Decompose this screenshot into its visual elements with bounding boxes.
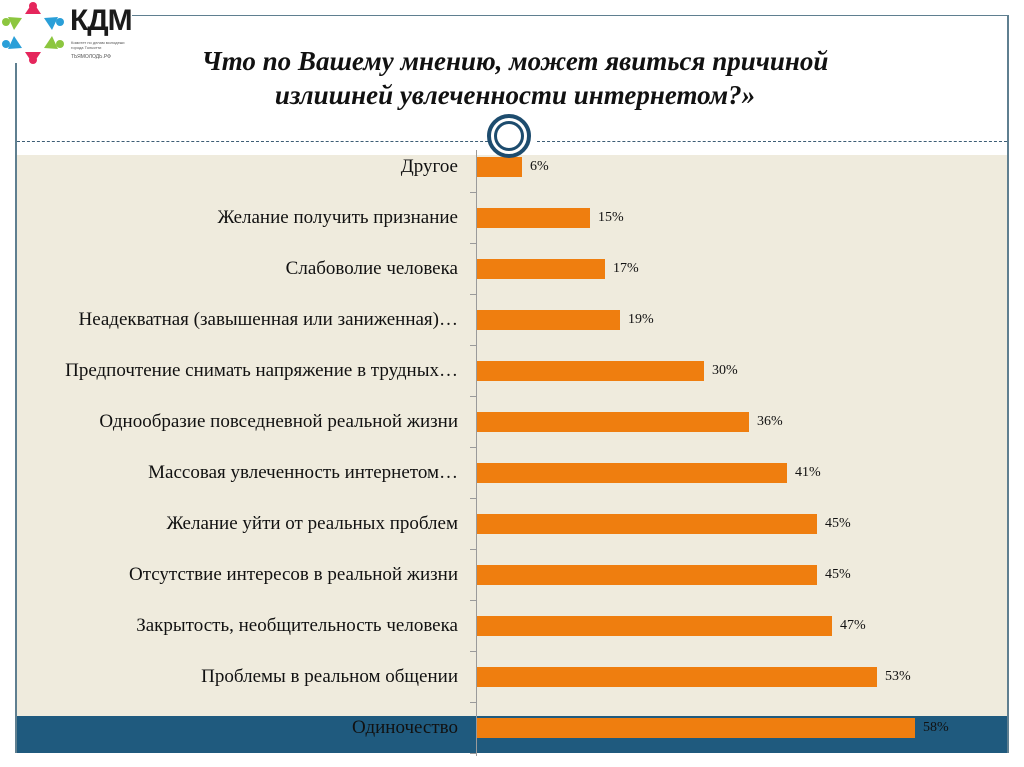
title-line-1: Что по Вашему мнению, может явиться прич… — [201, 46, 829, 76]
frame-top-line — [132, 15, 1009, 16]
y-axis-line — [476, 150, 477, 756]
category-label: Неадекватная (завышенная или заниженная)… — [78, 309, 458, 330]
frame-right-line — [1007, 15, 1009, 753]
category-label: Желание уйти от реальных проблем — [166, 513, 458, 534]
bar-row: Слабоволие человека 17% — [0, 243, 1024, 294]
title-line-2: излишней увлеченности интернетом?» — [274, 80, 756, 110]
bar — [477, 208, 590, 228]
bar-row: Желание получить признание 15% — [0, 192, 1024, 243]
bar — [477, 259, 605, 279]
category-label: Закрытость, необщительность человека — [136, 615, 458, 636]
divider-dotted-right — [537, 141, 1007, 142]
axis-tick — [470, 345, 476, 346]
logo-name: КДМ — [70, 4, 133, 37]
category-label: Одиночество — [351, 717, 458, 738]
bar — [477, 616, 832, 636]
value-label: 30% — [712, 363, 738, 378]
axis-tick — [470, 294, 476, 295]
category-label: Предпочтение снимать напряжение в трудны… — [65, 360, 458, 381]
divider-dotted-left — [17, 141, 493, 142]
bar — [477, 667, 877, 687]
axis-tick — [470, 498, 476, 499]
category-label: Массовая увлеченность интернетом… — [148, 462, 458, 483]
logo-subtitle: Комитет по делам молодежи города Тольятт… — [71, 40, 125, 50]
bar — [477, 463, 787, 483]
axis-tick — [470, 549, 476, 550]
bar-row: Отсутствие интересов в реальной жизни 45% — [0, 549, 1024, 600]
category-label: Желание получить признание — [217, 207, 458, 228]
axis-tick — [470, 396, 476, 397]
category-label: Проблемы в реальном общении — [201, 666, 458, 687]
bar — [477, 565, 817, 585]
bar-row: Закрытость, необщительность человека 47% — [0, 600, 1024, 651]
ring-ornament-icon — [487, 114, 531, 158]
value-label: 41% — [795, 465, 821, 480]
axis-tick — [470, 753, 476, 754]
bar — [477, 718, 915, 738]
page-title: Что по Вашему мнению, может явиться прич… — [150, 44, 880, 112]
bar — [477, 514, 817, 534]
value-label: 19% — [628, 312, 654, 327]
value-label: 6% — [530, 159, 549, 174]
bar-row: Массовая увлеченность интернетом… 41% — [0, 447, 1024, 498]
bar-row: Предпочтение снимать напряжение в трудны… — [0, 345, 1024, 396]
bar-row: Другое 6% — [0, 141, 1024, 192]
bar-row: Неадекватная (завышенная или заниженная)… — [0, 294, 1024, 345]
value-label: 47% — [840, 618, 866, 633]
logo-url: ТЬЯМОЛОДЬ.РФ — [71, 54, 111, 60]
axis-tick — [470, 651, 476, 652]
value-label: 45% — [825, 567, 851, 582]
value-label: 45% — [825, 516, 851, 531]
axis-tick — [470, 600, 476, 601]
bar-row: Одиночество 58% — [0, 702, 1024, 753]
value-label: 36% — [757, 414, 783, 429]
value-label: 15% — [598, 210, 624, 225]
category-label: Однообразие повседневной реальной жизни — [99, 411, 458, 432]
bar — [477, 157, 522, 177]
value-label: 17% — [613, 261, 639, 276]
category-label: Другое — [400, 156, 458, 177]
frame-left-line — [15, 63, 17, 753]
category-label: Слабоволие человека — [285, 258, 458, 279]
bar-row: Желание уйти от реальных проблем 45% — [0, 498, 1024, 549]
bar-row: Однообразие повседневной реальной жизни 3… — [0, 396, 1024, 447]
value-label: 58% — [923, 720, 949, 735]
axis-tick — [470, 243, 476, 244]
bar — [477, 361, 704, 381]
logo-emblem-icon — [2, 2, 64, 64]
value-label: 53% — [885, 669, 911, 684]
axis-tick — [470, 192, 476, 193]
bar — [477, 310, 620, 330]
kdm-logo: КДМ Комитет по делам молодежи города Тол… — [0, 0, 133, 66]
axis-tick — [470, 702, 476, 703]
axis-tick — [470, 447, 476, 448]
bar-row: Проблемы в реальном общении 53% — [0, 651, 1024, 702]
bar — [477, 412, 749, 432]
category-label: Отсутствие интересов в реальной жизни — [128, 564, 458, 585]
